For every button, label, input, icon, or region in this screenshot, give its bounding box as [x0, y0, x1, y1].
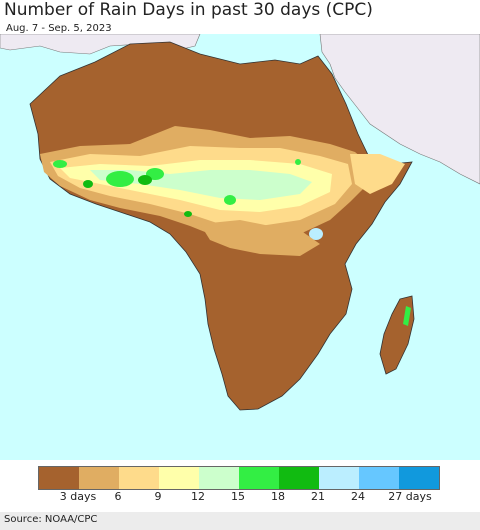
legend-swatch	[119, 467, 159, 489]
color-legend	[38, 466, 440, 490]
europe-land	[0, 34, 201, 55]
legend-tick: 9	[154, 490, 162, 503]
legend-tick: 18	[271, 490, 285, 503]
map-title: Number of Rain Days in past 30 days (CPC…	[4, 0, 373, 20]
lake-victoria	[309, 228, 323, 240]
legend-ticks: 3 days 6 9 12 15 18 21 24 27 days	[0, 490, 480, 506]
source-bar: Source: NOAA/CPC	[0, 512, 480, 530]
rain-days-map	[0, 34, 480, 460]
legend-swatch	[79, 467, 119, 489]
legend-tick: 21	[311, 490, 325, 503]
legend-swatch	[159, 467, 199, 489]
middle-east-land	[319, 34, 480, 185]
legend-swatch	[319, 467, 359, 489]
legend-tick: 24	[351, 490, 365, 503]
legend-swatch	[279, 467, 319, 489]
source-credit: Source: NOAA/CPC	[4, 514, 98, 525]
legend-swatch	[399, 467, 439, 489]
map-subtitle: Aug. 7 - Sep. 5, 2023	[6, 23, 112, 34]
horn-band	[350, 154, 405, 194]
legend-swatch	[199, 467, 239, 489]
legend-tick: 3 days	[59, 490, 97, 503]
wet-spots-21	[83, 175, 192, 217]
legend-swatch	[39, 467, 79, 489]
legend-swatch	[359, 467, 399, 489]
madagascar-wet-strip	[403, 306, 411, 326]
legend-tick: 6	[114, 490, 122, 503]
legend-tick: 27 days	[388, 490, 432, 503]
legend-tick: 12	[191, 490, 205, 503]
legend-tick: 15	[231, 490, 245, 503]
central-africa-band	[200, 220, 320, 256]
legend-swatch	[239, 467, 279, 489]
